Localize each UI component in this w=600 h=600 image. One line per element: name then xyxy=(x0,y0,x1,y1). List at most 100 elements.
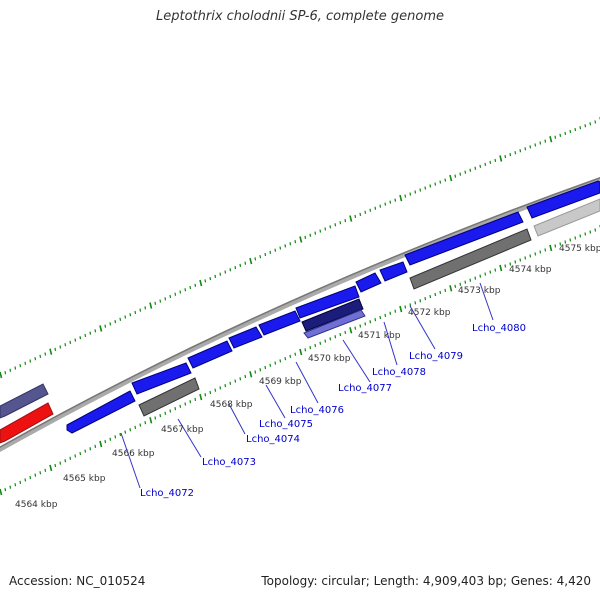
major-tick xyxy=(349,327,353,334)
scale-label: 4574 kbp xyxy=(509,265,552,275)
minor-tick xyxy=(209,390,212,395)
minor-tick xyxy=(589,122,592,126)
minor-tick xyxy=(244,261,247,265)
minor-tick xyxy=(139,308,142,312)
minor-tick xyxy=(254,257,257,261)
gene-feature[interactable] xyxy=(533,198,600,237)
minor-tick xyxy=(444,178,447,182)
minor-tick xyxy=(509,153,512,157)
minor-tick xyxy=(139,423,142,427)
minor-tick xyxy=(234,265,237,270)
minor-tick xyxy=(574,127,577,132)
minor-tick xyxy=(264,252,267,257)
minor-tick xyxy=(129,313,132,317)
minor-tick xyxy=(504,264,507,268)
minor-tick xyxy=(359,212,362,216)
minor-tick xyxy=(564,240,567,244)
minor-tick xyxy=(534,143,537,147)
minor-tick xyxy=(564,131,567,136)
minor-tick xyxy=(79,451,82,456)
minor-tick xyxy=(219,386,222,390)
minor-tick xyxy=(59,345,62,349)
minor-tick xyxy=(64,343,67,347)
gene-feature[interactable] xyxy=(295,285,360,319)
minor-tick xyxy=(79,336,82,340)
minor-tick xyxy=(389,311,392,315)
minor-tick xyxy=(234,379,237,383)
minor-tick xyxy=(179,290,182,294)
gene-feature[interactable] xyxy=(355,272,382,293)
major-tick xyxy=(199,279,203,287)
minor-tick xyxy=(509,262,512,266)
minor-tick xyxy=(464,280,467,284)
minor-tick xyxy=(189,285,192,290)
gene-feature[interactable] xyxy=(131,362,192,395)
minor-tick xyxy=(109,437,112,441)
minor-tick xyxy=(29,359,32,363)
minor-tick xyxy=(19,480,22,484)
minor-tick xyxy=(209,277,212,281)
gene-feature[interactable] xyxy=(379,261,408,282)
minor-tick xyxy=(264,365,267,370)
minor-tick xyxy=(539,250,542,254)
minor-tick xyxy=(429,294,432,299)
minor-tick xyxy=(314,343,317,348)
gene-label[interactable]: Lcho_4075 xyxy=(259,419,313,430)
minor-tick xyxy=(479,274,482,278)
gene-feature[interactable] xyxy=(526,180,600,219)
minor-tick xyxy=(429,184,432,188)
minor-tick xyxy=(269,250,272,254)
major-tick xyxy=(249,257,253,265)
minor-tick xyxy=(289,354,292,359)
minor-tick xyxy=(289,242,292,246)
gene-feature[interactable] xyxy=(258,310,301,336)
gene-feature[interactable] xyxy=(187,340,233,369)
minor-tick xyxy=(404,305,407,309)
gene-label[interactable]: Lcho_4072 xyxy=(140,488,194,499)
tick-marks xyxy=(0,117,600,496)
gene-label[interactable]: Lcho_4076 xyxy=(290,405,344,416)
gene-label[interactable]: Lcho_4078 xyxy=(372,367,426,378)
minor-tick xyxy=(579,126,582,130)
minor-tick xyxy=(304,235,307,239)
gene-feature[interactable] xyxy=(404,211,524,266)
gene-label[interactable]: Lcho_4077 xyxy=(338,383,392,394)
minor-tick xyxy=(334,335,337,339)
gene-feature[interactable] xyxy=(0,402,54,444)
minor-tick xyxy=(529,145,532,149)
gene-feature[interactable] xyxy=(409,228,532,290)
gene-feature[interactable] xyxy=(66,390,136,434)
major-tick xyxy=(399,194,403,202)
gene-label[interactable]: Lcho_4074 xyxy=(246,434,300,445)
minor-tick xyxy=(69,456,72,460)
minor-tick xyxy=(119,432,122,437)
minor-tick xyxy=(389,200,392,204)
minor-tick xyxy=(204,393,207,397)
minor-tick xyxy=(409,192,412,196)
minor-tick xyxy=(384,202,387,206)
minor-tick xyxy=(124,430,127,434)
minor-tick xyxy=(379,204,382,208)
gene-feature[interactable] xyxy=(228,326,263,349)
minor-tick xyxy=(474,166,477,170)
minor-tick xyxy=(29,475,32,480)
minor-tick xyxy=(84,333,87,338)
minor-tick xyxy=(329,337,332,341)
gene-label[interactable]: Lcho_4079 xyxy=(409,351,463,362)
gene-feature[interactable] xyxy=(303,309,366,339)
minor-tick xyxy=(34,357,37,361)
minor-tick xyxy=(159,299,162,303)
minor-tick xyxy=(284,244,287,248)
gene-feature[interactable] xyxy=(301,298,364,332)
gene-label[interactable]: Lcho_4080 xyxy=(472,323,526,334)
minor-tick xyxy=(154,301,157,305)
gene-feature[interactable] xyxy=(138,377,200,417)
gene-feature[interactable] xyxy=(0,383,49,419)
minor-tick xyxy=(414,190,417,194)
gene-label[interactable]: Lcho_4073 xyxy=(202,457,256,468)
minor-tick xyxy=(239,377,242,381)
major-tick xyxy=(499,264,503,272)
minor-tick xyxy=(329,225,332,229)
minor-tick xyxy=(184,288,187,292)
